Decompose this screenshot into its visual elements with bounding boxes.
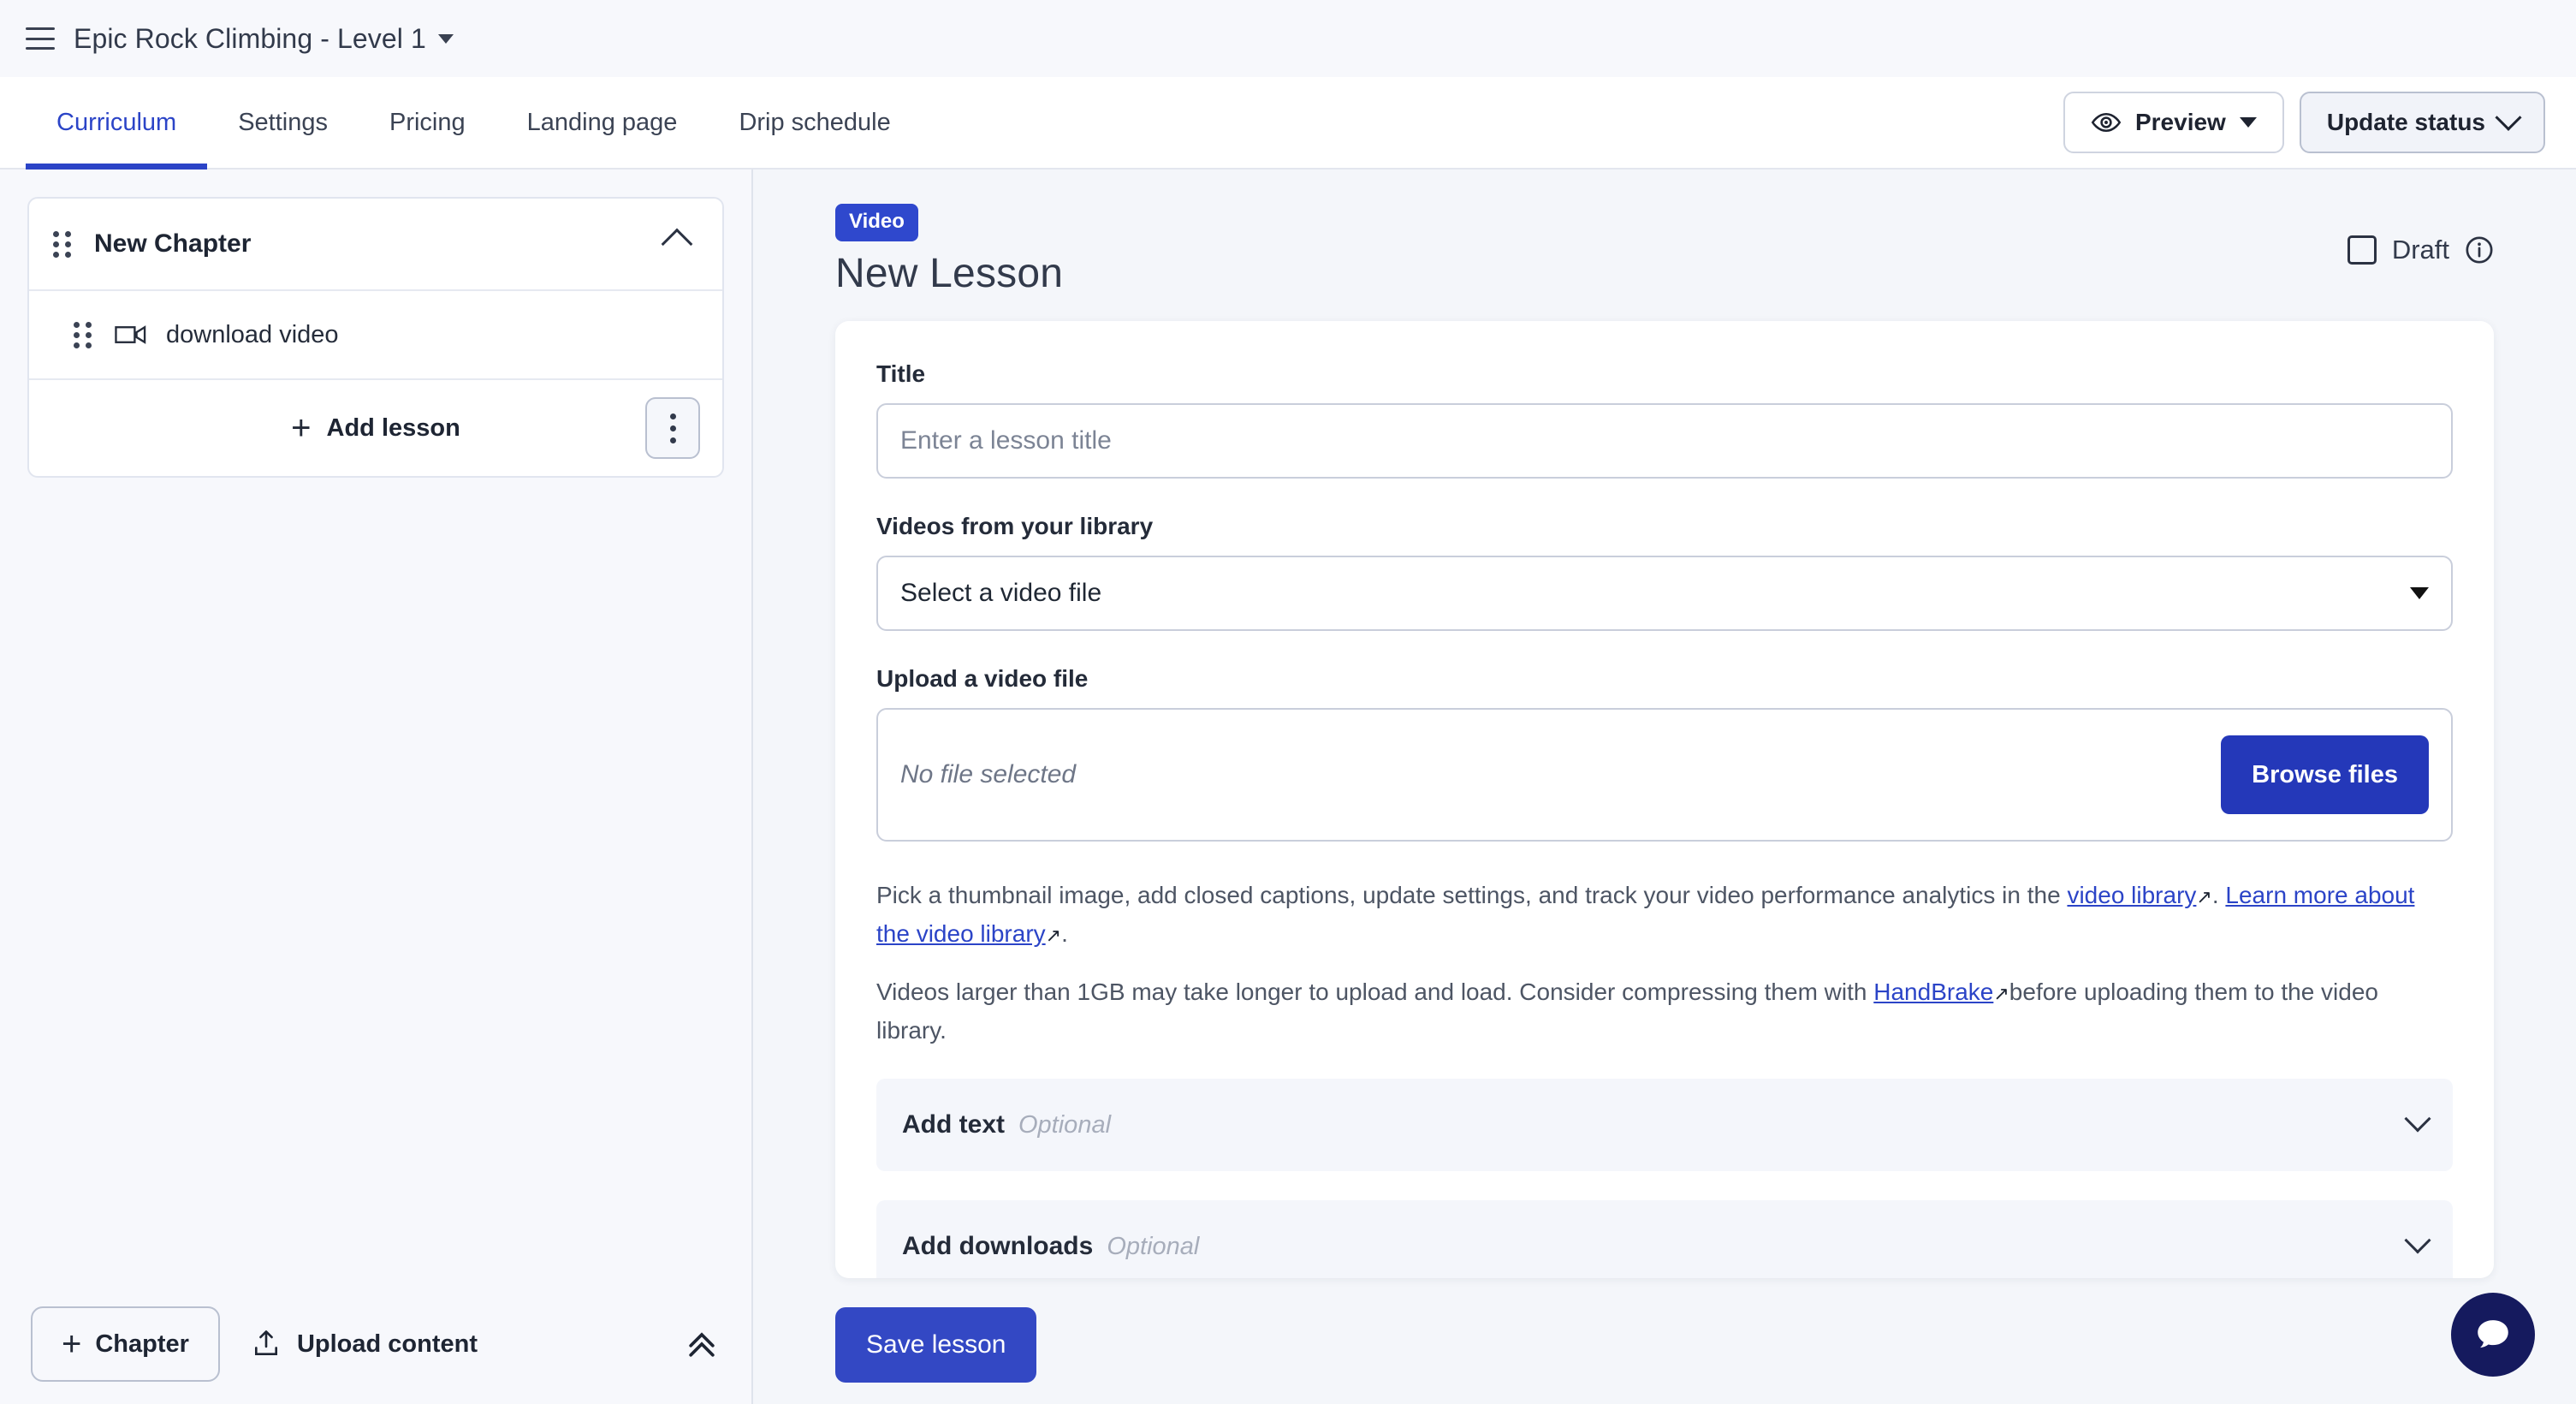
help-text-part-1: Pick a thumbnail image, add closed capti… [876,882,2068,908]
top-bar: Epic Rock Climbing - Level 1 [0,0,2576,77]
external-link-icon: ↗ [1045,925,1062,947]
add-lesson-button[interactable]: + Add lesson [291,411,460,445]
video-library-help-text: Pick a thumbnail image, add closed capti… [876,876,2453,954]
chevron-down-icon [2495,104,2522,131]
tab-list: Curriculum Settings Pricing Landing page… [0,77,922,170]
info-icon[interactable] [2465,235,2494,265]
video-library-selected-value: Select a video file [900,579,1102,607]
chapter-header[interactable]: New Chapter [29,199,722,291]
page-title: New Lesson [835,251,1064,296]
add-text-title: Add text [902,1110,1005,1139]
lesson-editor: Video New Lesson Draft Title Videos from… [753,170,2576,1404]
tab-label: Landing page [526,108,678,136]
upload-icon [254,1330,277,1356]
hamburger-icon[interactable] [26,27,55,50]
chat-bubble-icon[interactable] [2451,1293,2535,1377]
tab-curriculum[interactable]: Curriculum [26,77,208,170]
preview-label: Preview [2134,109,2226,135]
course-title: Epic Rock Climbing - Level 1 [74,22,426,54]
video-library-label: Videos from your library [876,513,1154,539]
lesson-heading-group: Video New Lesson [835,204,1063,297]
chevron-down-icon [2404,1227,2431,1254]
tab-label: Settings [238,108,328,136]
draft-toggle: Draft [2347,235,2494,265]
tab-drip-schedule[interactable]: Drip schedule [708,77,921,168]
chat-bubble-glyph [2478,1320,2508,1348]
preview-button[interactable]: Preview [2063,92,2284,153]
add-downloads-title: Add downloads [902,1232,1094,1261]
chevron-up-icon[interactable] [661,228,693,260]
title-input[interactable] [876,403,2453,479]
no-file-text: No file selected [900,760,1077,788]
help-text-part-2: . [2211,882,2226,908]
chevrons-up-icon[interactable] [683,1325,721,1363]
tab-bar: Curriculum Settings Pricing Landing page… [0,77,2576,170]
tab-label: Pricing [389,108,466,136]
browse-files-button[interactable]: Browse files [2221,735,2429,814]
title-field-group: Title [876,360,2453,479]
header-actions: Preview Update status [2063,77,2576,168]
drag-handle-icon[interactable] [74,322,92,348]
help-text-part-3: . [1061,920,1068,948]
lesson-title: download video [166,320,339,348]
save-row: Save lesson [835,1278,2576,1383]
video-camera-icon [115,325,146,344]
list-item[interactable]: download video [29,291,722,380]
status-badge: Video [835,204,918,241]
chevron-down-icon [2410,587,2429,599]
chapter-title: New Chapter [94,229,252,258]
more-vertical-icon[interactable] [645,397,700,459]
external-link-icon: ↗ [1993,982,2009,1004]
lesson-form-card: Title Videos from your library Select a … [835,321,2494,1278]
video-library-field-group: Videos from your library Select a video … [876,513,2453,631]
add-lesson-row: + Add lesson [29,380,722,476]
body: New Chapter download video + [0,170,2576,1404]
upload-content-button[interactable]: Upload content [251,1328,478,1360]
add-downloads-optional: Optional [1107,1232,1200,1260]
tab-settings[interactable]: Settings [207,77,359,168]
tab-landing-page[interactable]: Landing page [496,77,709,168]
tab-label: Curriculum [56,108,177,136]
add-lesson-label: Add lesson [326,413,460,442]
update-status-label: Update status [2326,109,2485,135]
drag-handle-icon[interactable] [53,231,72,258]
file-upload-area[interactable]: No file selected Browse files [876,708,2453,842]
video-library-link[interactable]: video library [2067,882,2197,908]
chapter-list: New Chapter download video + [0,170,751,1284]
plus-icon: + [62,1325,82,1363]
upload-label: Upload a video file [876,665,1089,692]
chevron-down-icon[interactable] [437,33,454,44]
external-link-icon: ↗ [2196,886,2212,907]
chevron-down-icon [2404,1105,2431,1133]
add-downloads-accordion[interactable]: Add downloads Optional [876,1200,2453,1278]
add-chapter-label: Chapter [95,1330,189,1358]
tab-pricing[interactable]: Pricing [359,77,496,168]
learn-more-video-library-link[interactable]: Learn more about the video library [876,882,2415,948]
add-text-optional: Optional [1018,1110,1112,1139]
save-lesson-button[interactable]: Save lesson [835,1307,1037,1383]
sidebar-footer: + Chapter Upload content [0,1284,751,1404]
update-status-button[interactable]: Update status [2299,92,2545,153]
curriculum-sidebar: New Chapter download video + [0,170,753,1404]
upload-content-label: Upload content [296,1330,478,1358]
tab-label: Drip schedule [739,108,891,136]
eye-icon [2091,112,2122,133]
upload-field-group: Upload a video file No file selected Bro… [876,665,2453,842]
add-chapter-button[interactable]: + Chapter [31,1306,220,1382]
compression-help-text: Videos larger than 1GB may take longer t… [876,973,2453,1050]
handbrake-link[interactable]: HandBrake [1873,978,1994,1005]
plus-icon: + [291,409,312,447]
add-text-accordion[interactable]: Add text Optional [876,1079,2453,1172]
video-library-select[interactable]: Select a video file [876,556,2453,631]
draft-checkbox[interactable] [2347,235,2377,265]
lesson-header: Video New Lesson Draft [835,204,2576,297]
title-label: Title [876,360,926,387]
draft-label: Draft [2391,235,2449,265]
chapter-card: New Chapter download video + [27,197,724,478]
help-text-part-5: before uploading them to the video libra… [876,978,2378,1044]
help-text-part-4: Videos larger than 1GB may take longer t… [876,978,1874,1005]
chevron-down-icon [2239,117,2257,128]
